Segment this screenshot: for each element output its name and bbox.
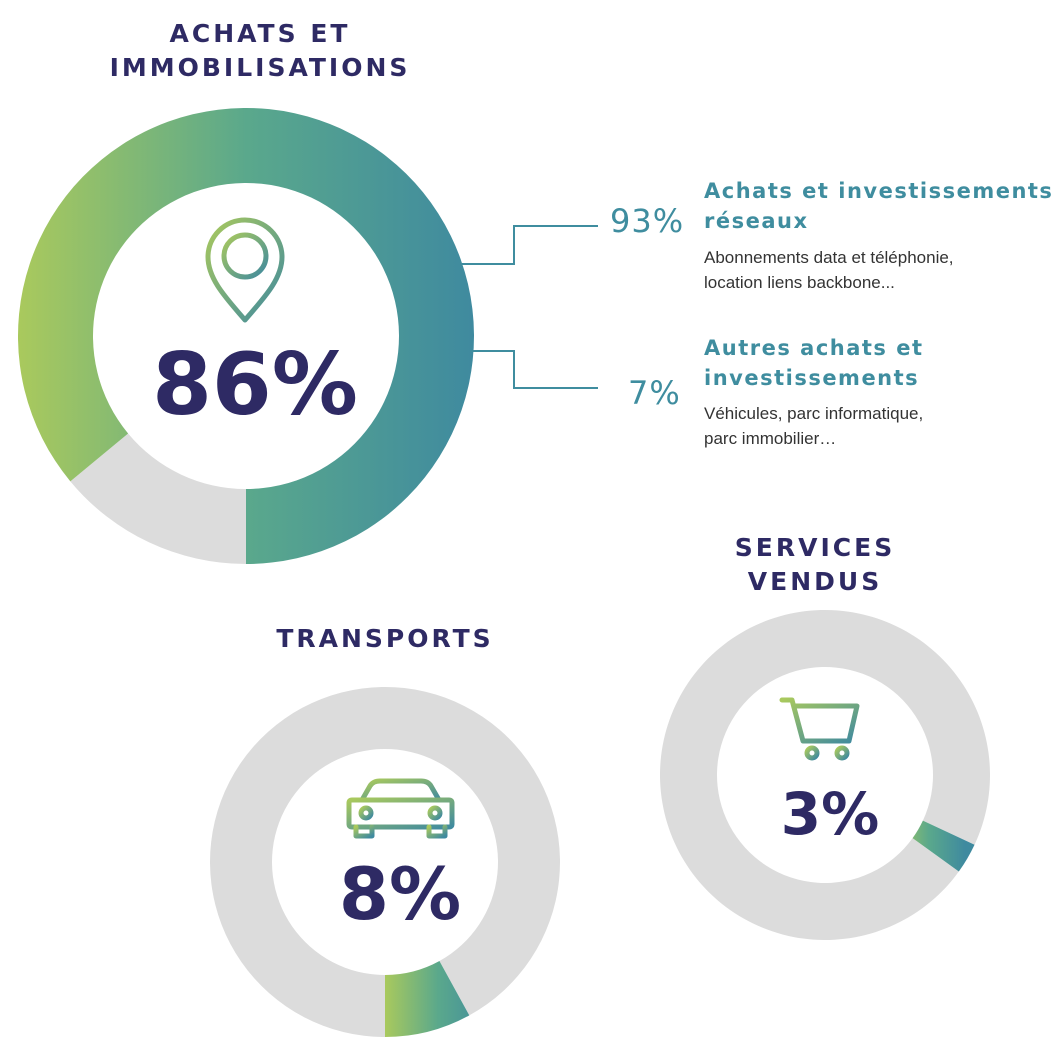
services-remainder-segment — [660, 609, 991, 940]
chart-title-line: ACHATS ET — [169, 19, 351, 48]
achats-remainder-segment — [70, 433, 246, 564]
connector-line-reseaux — [462, 225, 598, 265]
value-label-services: 3% — [780, 780, 880, 848]
chart-title-line: VENDUS — [747, 567, 883, 596]
transports-value-segment — [385, 961, 470, 1037]
breakdown-desc-line: parc immobilier… — [704, 429, 837, 448]
value-label-achats: 86% — [152, 335, 358, 435]
value-label-transports: 8% — [338, 852, 462, 936]
breakdown-desc-line: Abonnements data et téléphonie, — [704, 248, 954, 267]
breakdown-desc-line: Véhicules, parc informatique, — [704, 404, 924, 423]
breakdown-title-line: Autres achats et — [704, 336, 924, 360]
chart-title-line: IMMOBILISATIONS — [109, 53, 411, 82]
location-pin-icon — [205, 217, 285, 323]
breakdown-title-line: Achats et investissements — [704, 179, 1054, 203]
chart-title-transports: TRANSPORTS — [235, 622, 535, 656]
connector-line-autres — [470, 350, 598, 389]
breakdown-desc-line: location liens backbone... — [704, 273, 895, 292]
breakdown-pct-reseaux: 93% — [610, 202, 685, 240]
chart-title-services: SERVICES VENDUS — [665, 531, 965, 599]
car-icon — [346, 778, 455, 839]
shopping-cart-icon — [779, 697, 860, 761]
breakdown-title-reseaux: Achats et investissements réseaux — [704, 176, 1053, 236]
breakdown-desc-reseaux: Abonnements data et téléphonie, location… — [704, 245, 954, 295]
breakdown-title-line: réseaux — [704, 209, 809, 233]
breakdown-pct-autres: 7% — [628, 374, 681, 412]
chart-title-line: TRANSPORTS — [276, 624, 494, 653]
breakdown-desc-autres: Véhicules, parc informatique, parc immob… — [704, 401, 923, 451]
breakdown-title-autres: Autres achats et investissements — [704, 333, 924, 393]
achats-value-segment — [17, 108, 475, 564]
services-value-segment — [912, 820, 975, 872]
chart-title-line: SERVICES — [734, 533, 896, 562]
chart-title-achats: ACHATS ET IMMOBILISATIONS — [30, 17, 490, 85]
transports-remainder-segment — [210, 687, 561, 1037]
breakdown-title-line: investissements — [704, 366, 920, 390]
